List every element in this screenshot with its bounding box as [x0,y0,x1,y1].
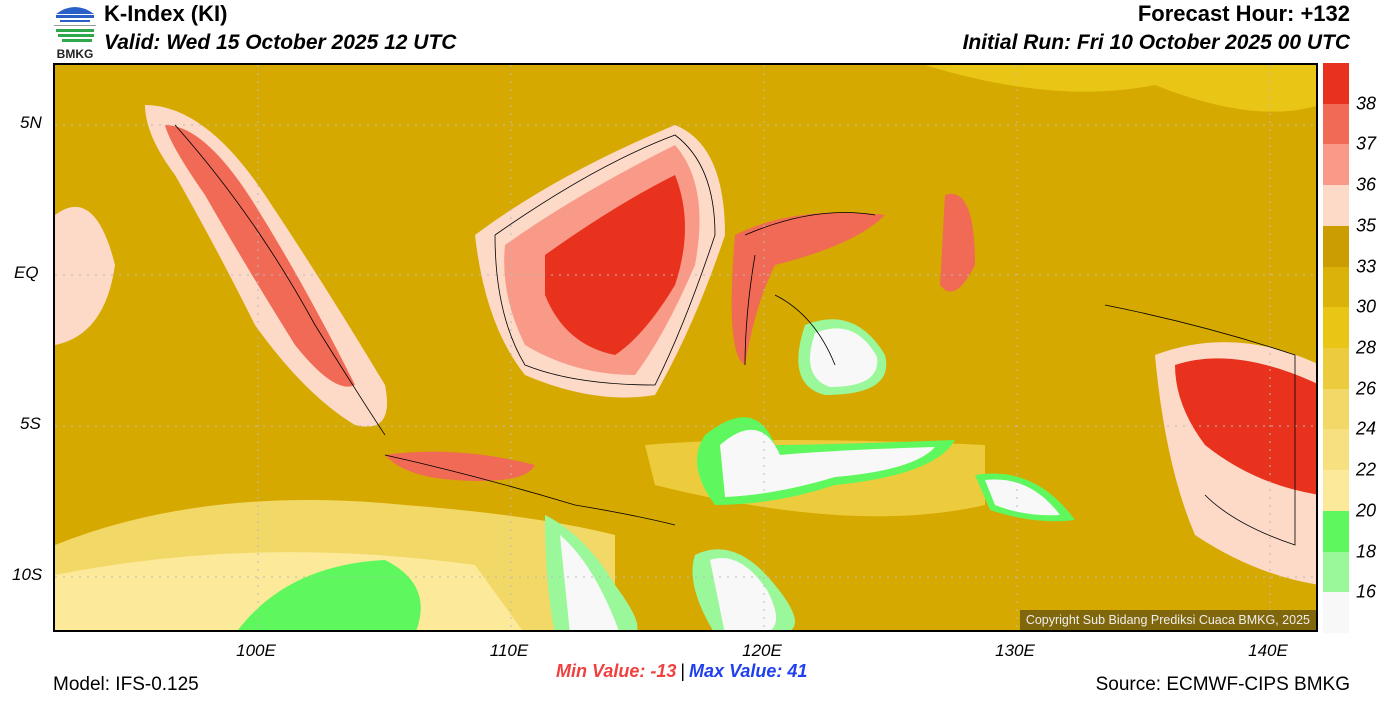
colorbar-label: 33 [1356,256,1377,277]
separator: | [680,661,686,681]
min-value: Min Value: -13 [556,661,677,681]
copyright-notice: Copyright Sub Bidang Prediksi Cuaca BMKG… [1019,610,1316,630]
colorbar-label: 35 [1356,215,1377,236]
colorbar-swatch [1323,307,1349,349]
max-value: Max Value: 41 [689,661,808,681]
lon-label-110e: 110E [489,641,529,660]
logo-text: BMKG [57,47,94,60]
high-ki-zones [55,105,1316,585]
colorbar-label: 22 [1356,459,1377,480]
colorbar-label: 37 [1356,133,1377,154]
colorbar-label: 38 [1356,93,1377,114]
colorbar-swatch [1323,185,1349,226]
lat-label-eq: EQ [14,263,39,282]
data-source: Source: ECMWF-CIPS BMKG [1095,674,1350,695]
bmkg-logo: BMKG [54,7,96,60]
forecast-hour: Forecast Hour: +132 [1137,1,1350,26]
lat-label-5s: 5S [20,414,41,433]
colorbar-swatch [1323,266,1349,308]
colorbar [1323,63,1349,634]
colorbar-label: 36 [1356,174,1377,195]
colorbar-swatch [1323,388,1349,430]
colorbar-swatch [1323,551,1349,593]
colorbar-swatch [1323,592,1349,634]
colorbar-swatch [1323,348,1349,389]
lon-label-140e: 140E [1248,641,1288,660]
initial-run: Initial Run: Fri 10 October 2025 00 UTC [962,31,1350,54]
lon-label-100e: 100E [236,641,276,660]
colorbar-swatch [1323,429,1349,471]
model-name: Model: IFS-0.125 [53,674,199,695]
colorbar-label: 20 [1356,500,1377,521]
gridlines [55,65,1316,630]
valid-time: Valid: Wed 15 October 2025 12 UTC [104,31,457,54]
colorbar-swatch [1323,144,1349,186]
colorbar-swatch [1323,470,1349,511]
lon-label-130e: 130E [995,641,1035,660]
lon-label-120e: 120E [742,641,782,660]
k-index-map: Copyright Sub Bidang Prediksi Cuaca BMKG… [53,63,1318,632]
colorbar-label: 16 [1356,581,1377,602]
colorbar-label: 30 [1356,296,1377,317]
colorbar-label: 26 [1356,378,1377,399]
lat-label-5n: 5N [20,113,42,132]
map-field [55,65,1316,630]
colorbar-swatch [1323,63,1349,104]
colorbar-swatch [1323,103,1349,145]
colorbar-label: 28 [1356,337,1377,358]
lat-label-10s: 10S [12,565,43,584]
map-title: K-Index (KI) [104,1,228,26]
min-max-values: Min Value: -13 | Max Value: 41 [556,661,807,682]
colorbar-label: 24 [1356,418,1377,439]
coastlines [174,124,1296,546]
colorbar-swatch [1323,225,1349,267]
colorbar-label: 18 [1356,541,1377,562]
colorbar-swatch [1323,510,1349,552]
white-green-zones [545,319,1075,630]
